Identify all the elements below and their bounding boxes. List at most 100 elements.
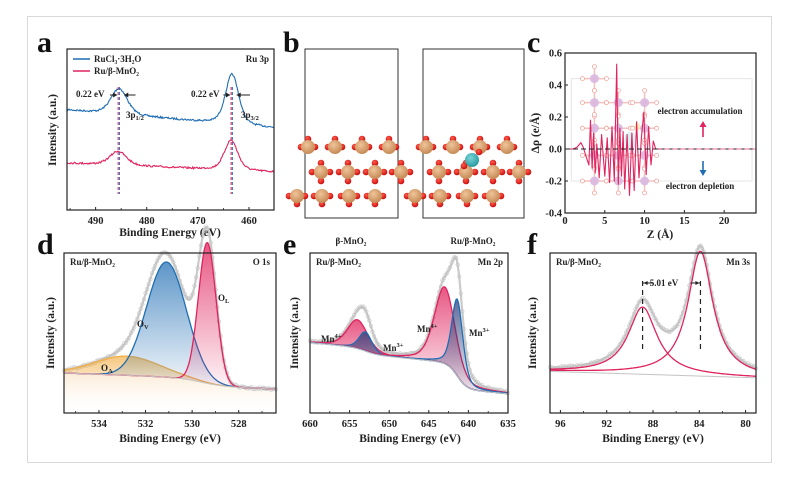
y-tick-label: 0.4 bbox=[549, 81, 563, 92]
arrow-left-b-head bbox=[124, 92, 129, 98]
x-tick-label: 96 bbox=[555, 419, 566, 430]
x-tick-label: 480 bbox=[139, 216, 155, 227]
splitting-arrowhead-left bbox=[643, 281, 648, 285]
inset-o-atom bbox=[580, 76, 585, 81]
panel-f-sample: Ru/β-MnO₂ bbox=[556, 257, 601, 267]
o-atom bbox=[406, 168, 414, 176]
x-tick-label: 660 bbox=[302, 419, 318, 430]
x-tick-label: 470 bbox=[190, 216, 206, 227]
panel-f-xlabel: Binding Energy (eV) bbox=[602, 433, 704, 445]
y-tick-label: -0.2 bbox=[545, 177, 562, 188]
inset-o-atom bbox=[604, 76, 609, 81]
panel-d-chart: 534 532 530 528 Ru/β-MnO₂ O 1s OA OV OL Bin… bbox=[45, 224, 279, 445]
o-atom bbox=[371, 177, 379, 185]
o-atom bbox=[435, 159, 443, 167]
mn-atom bbox=[432, 165, 446, 179]
legend-label-ru-mno2: Ru/β-MnO₂ bbox=[94, 66, 139, 76]
label-electron-accumulation: electron accumulation bbox=[657, 106, 742, 116]
label-electron-depletion: electron depletion bbox=[666, 181, 735, 191]
cell-box-beta-mno2 bbox=[304, 48, 399, 219]
panel-label-d: d bbox=[37, 228, 54, 261]
x-tick-label: 0 bbox=[562, 216, 567, 227]
inset-o-atom bbox=[603, 178, 609, 184]
o-atom bbox=[335, 168, 343, 176]
y-tick-label: 0.0 bbox=[549, 145, 562, 156]
panel-c-ylabel: Δρ (e/Å) bbox=[528, 113, 542, 154]
mn-atom bbox=[355, 140, 369, 154]
x-tick-label: 650 bbox=[381, 419, 397, 430]
inset-o-atom bbox=[654, 125, 659, 131]
o-atom bbox=[344, 159, 352, 167]
panel-f-plot-frame bbox=[549, 252, 757, 414]
x-tick-label: 80 bbox=[740, 419, 751, 430]
o-atom bbox=[498, 168, 506, 176]
peak-label-3p12: 3p1/2 bbox=[126, 110, 144, 122]
x-tick-label: 645 bbox=[421, 419, 437, 430]
peak-label-3p32: 3p3/2 bbox=[241, 110, 259, 122]
peak-label-ol: OL bbox=[218, 293, 230, 305]
o-atom bbox=[435, 177, 443, 185]
mn-atom bbox=[408, 189, 422, 203]
component-line-mn3-2p3-2- bbox=[309, 298, 509, 394]
inset-o-atom bbox=[580, 125, 585, 131]
mn-atom bbox=[368, 165, 382, 179]
inset-o-atom bbox=[630, 125, 635, 131]
mn-atom bbox=[342, 189, 356, 203]
structure-label-ru-beta-mno2: Ru/β-MnO₂ bbox=[451, 236, 496, 246]
x-tick-label: 640 bbox=[461, 419, 477, 430]
arrow-down-icon bbox=[699, 161, 707, 176]
o-atom bbox=[308, 168, 316, 176]
inset-mn-atom bbox=[613, 98, 623, 108]
inset-mn-atom bbox=[589, 123, 599, 133]
o-atom bbox=[462, 177, 470, 185]
panel-e-xlabel: Binding Energy (eV) bbox=[359, 433, 461, 445]
structure-label-beta-mno2: β-MnO₂ bbox=[336, 236, 367, 246]
mn-atom bbox=[512, 165, 526, 179]
inset-o-atom bbox=[654, 152, 659, 158]
shift-label-left: 0.22 eV bbox=[76, 89, 105, 99]
o-atom bbox=[489, 177, 497, 185]
peak-label-ov: OV bbox=[137, 319, 149, 331]
o-atom bbox=[317, 159, 325, 167]
arrow-left-a-head bbox=[113, 92, 118, 98]
panel-f-title: Mn 3s bbox=[726, 257, 750, 267]
series-line-ru-mno2 bbox=[66, 139, 275, 173]
panel-d-ylabel: Intensity (a.u.) bbox=[45, 297, 57, 369]
inset-o-atom bbox=[642, 190, 647, 196]
panel-d-plot-frame bbox=[63, 252, 277, 414]
mn-atom bbox=[368, 189, 382, 203]
o-atom bbox=[371, 159, 379, 167]
o-atom bbox=[506, 168, 514, 176]
component-fill-1 bbox=[64, 262, 276, 389]
splitting-arrowhead-right bbox=[695, 281, 700, 285]
inset-mn-atom bbox=[640, 176, 650, 186]
o-atom bbox=[362, 168, 370, 176]
o-atom bbox=[426, 168, 434, 176]
mn-atom bbox=[382, 140, 396, 154]
inset-o-atom bbox=[592, 190, 597, 196]
panel-label-c: c bbox=[527, 26, 540, 59]
shift-label-right: 0.22 eV bbox=[191, 89, 220, 99]
inset-o-atom bbox=[580, 100, 585, 105]
panel-f-chart: 96 92 88 84 80 Ru/β-MnO₂ Mn 3s 5.01 eV Bindi… bbox=[527, 243, 759, 445]
mn-atom bbox=[290, 189, 304, 203]
panel-label-f: f bbox=[527, 228, 538, 261]
series-line-rucl3 bbox=[66, 72, 274, 129]
mn-atom bbox=[394, 165, 408, 179]
baseline bbox=[309, 342, 509, 395]
o-atom bbox=[353, 168, 361, 176]
y-tick-label: -0.4 bbox=[545, 209, 562, 220]
mn-atom bbox=[433, 189, 447, 203]
o-atom bbox=[397, 159, 405, 167]
o-atom bbox=[480, 168, 488, 176]
inset-mn-atom bbox=[589, 98, 599, 108]
panel-f-ylabel: Intensity (a.u.) bbox=[527, 297, 539, 369]
mn-atom bbox=[500, 140, 514, 154]
mn-atom bbox=[315, 189, 329, 203]
x-tick-label: 84 bbox=[694, 419, 705, 430]
x-tick-label: 532 bbox=[138, 419, 154, 430]
inset-mn-atom bbox=[613, 123, 623, 133]
arrow-right-a-head bbox=[226, 92, 231, 98]
inset-o-atom bbox=[580, 152, 585, 158]
